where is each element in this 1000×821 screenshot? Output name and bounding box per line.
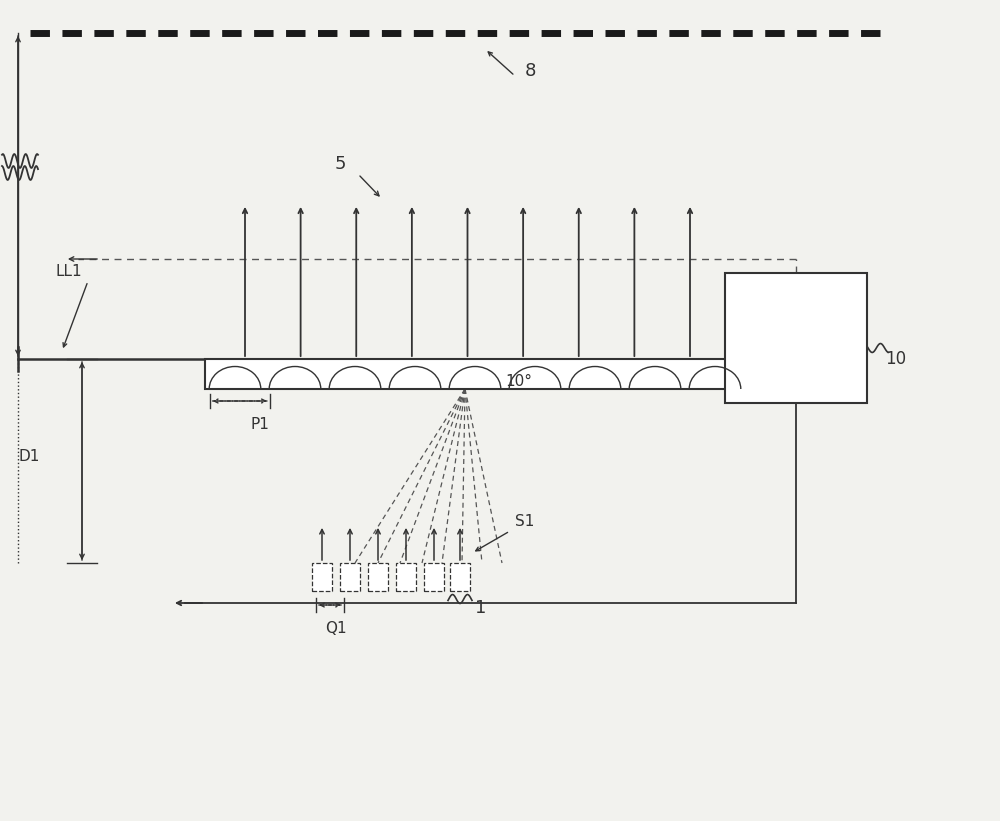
Bar bbox=[725, 273, 867, 403]
Text: 2: 2 bbox=[762, 380, 773, 398]
Bar bbox=[312, 563, 332, 591]
Text: 5: 5 bbox=[335, 155, 347, 173]
Text: P1: P1 bbox=[250, 417, 269, 432]
Text: D1: D1 bbox=[18, 449, 39, 464]
Bar bbox=[205, 359, 745, 389]
Bar bbox=[396, 563, 416, 591]
Text: 8: 8 bbox=[525, 62, 536, 80]
Bar bbox=[424, 563, 444, 591]
Text: 10: 10 bbox=[885, 350, 906, 368]
Bar bbox=[450, 563, 470, 591]
Bar bbox=[368, 563, 388, 591]
Text: 10°: 10° bbox=[505, 374, 532, 389]
Text: S1: S1 bbox=[515, 514, 534, 529]
Text: LL1: LL1 bbox=[55, 264, 82, 279]
Text: Q1: Q1 bbox=[325, 621, 347, 636]
Text: 1: 1 bbox=[475, 599, 486, 617]
Bar bbox=[340, 563, 360, 591]
